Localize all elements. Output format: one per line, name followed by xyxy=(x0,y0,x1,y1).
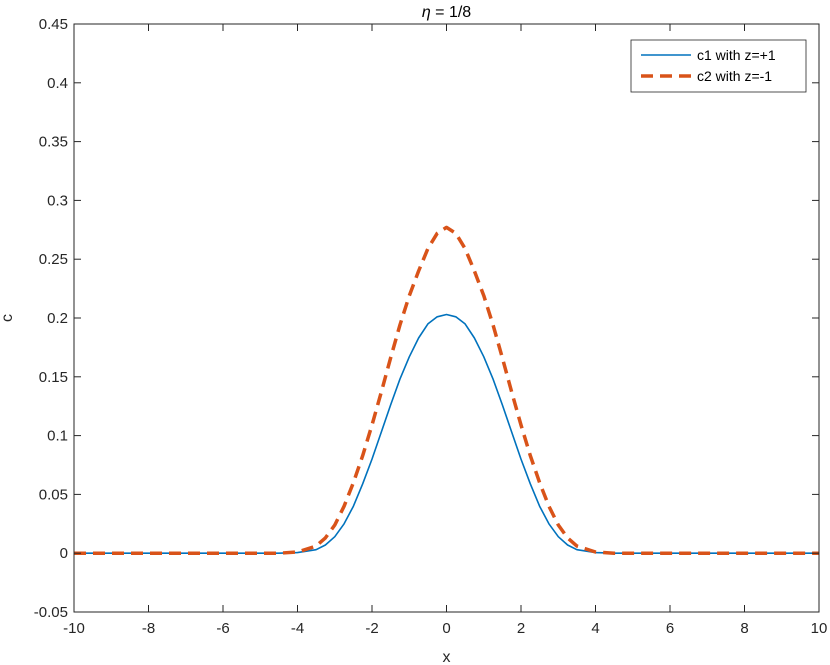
legend-label-c1: c1 with z=+1 xyxy=(697,47,776,63)
y-tick-label: 0.3 xyxy=(47,192,68,209)
legend-box xyxy=(630,39,807,93)
x-tick-label: 8 xyxy=(740,620,748,637)
x-tick-label: -2 xyxy=(365,620,378,637)
y-tick-label: 0.05 xyxy=(39,486,68,503)
y-tick-label: 0.45 xyxy=(39,16,68,33)
x-tick-label: 4 xyxy=(591,620,599,637)
x-tick-label: -4 xyxy=(291,620,304,637)
series-line-c2 xyxy=(74,225,819,555)
x-tick-label: 0 xyxy=(442,620,450,637)
y-tick-label: 0.1 xyxy=(47,428,68,445)
x-tick-label: -6 xyxy=(216,620,229,637)
x-axis-label: x xyxy=(443,649,451,665)
x-axis: -10 -8 -6 -4 -2 0 2 4 6 8 10 xyxy=(63,24,827,637)
plot-area xyxy=(74,24,819,612)
y-tick-label: 0.4 xyxy=(47,75,68,92)
x-tick-label: -10 xyxy=(63,620,85,637)
series-line-c1 xyxy=(74,313,819,555)
x-tick-label: 10 xyxy=(811,620,828,637)
y-tick-label: 0.25 xyxy=(39,251,68,268)
y-axis: -0.05 0 0.05 0.1 0.15 0.2 0.25 0.3 0.35 0.4 0.45 xyxy=(34,16,819,621)
x-tick-label: 6 xyxy=(666,620,674,637)
x-tick-label: -8 xyxy=(142,620,155,637)
y-tick-label: -0.05 xyxy=(34,604,68,621)
legend: c1 with z=+1 c2 with z=-1 xyxy=(630,39,807,93)
series-layer xyxy=(74,225,819,555)
chart-title: η = 1/8 xyxy=(422,4,471,21)
y-tick-label: 0 xyxy=(60,545,68,562)
y-tick-label: 0.35 xyxy=(39,134,68,151)
legend-label-c2: c2 with z=-1 xyxy=(697,68,772,84)
y-tick-label: 0.15 xyxy=(39,369,68,386)
x-tick-label: 2 xyxy=(517,620,525,637)
title-symbol: η xyxy=(422,4,431,21)
y-tick-label: 0.2 xyxy=(47,310,68,327)
y-axis-label: c xyxy=(0,314,16,322)
title-rest: = 1/8 xyxy=(431,4,472,21)
